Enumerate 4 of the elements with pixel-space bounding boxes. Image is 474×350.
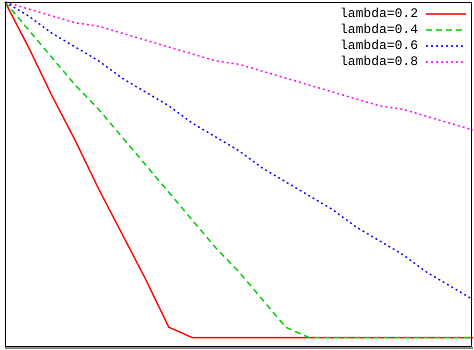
legend-label: lambda=0.2 [340, 6, 418, 22]
legend-label: lambda=0.8 [340, 54, 418, 70]
legend-label: lambda=0.4 [340, 22, 418, 38]
legend-label: lambda=0.6 [340, 38, 418, 54]
